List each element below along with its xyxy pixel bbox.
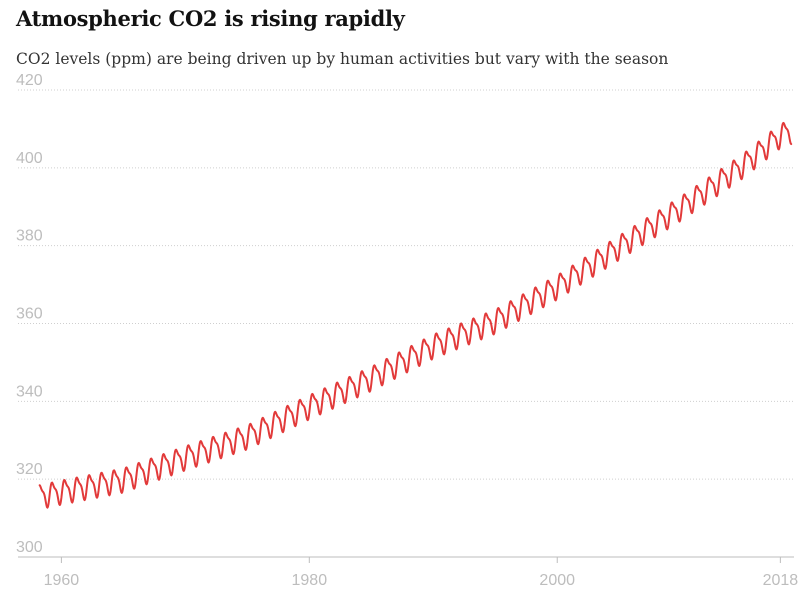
chart-subtitle: CO2 levels (ppm) are being driven up by …	[16, 50, 669, 68]
y-tick-label-400: 400	[16, 150, 43, 167]
y-tick-label-420: 420	[16, 72, 43, 89]
x-tick-label-1980: 1980	[292, 572, 328, 589]
y-tick-label-380: 380	[16, 228, 43, 245]
y-tick-label-300: 300	[16, 539, 43, 556]
x-axis-ticks: 1960 1980 2000 2018	[44, 557, 799, 589]
y-tick-label-340: 340	[16, 383, 43, 400]
y-tick-label-320: 320	[16, 461, 43, 478]
y-tick-label-360: 360	[16, 306, 43, 323]
series-layer	[38, 121, 793, 509]
y-axis-ticks: 300 320 340 360 380 400 420	[16, 72, 43, 556]
x-tick-label-2018: 2018	[763, 572, 799, 589]
x-tick-label-2000: 2000	[539, 572, 575, 589]
chart-title: Atmospheric CO2 is rising rapidly	[16, 6, 405, 31]
series-line-0	[38, 121, 793, 509]
x-tick-label-1960: 1960	[44, 572, 80, 589]
